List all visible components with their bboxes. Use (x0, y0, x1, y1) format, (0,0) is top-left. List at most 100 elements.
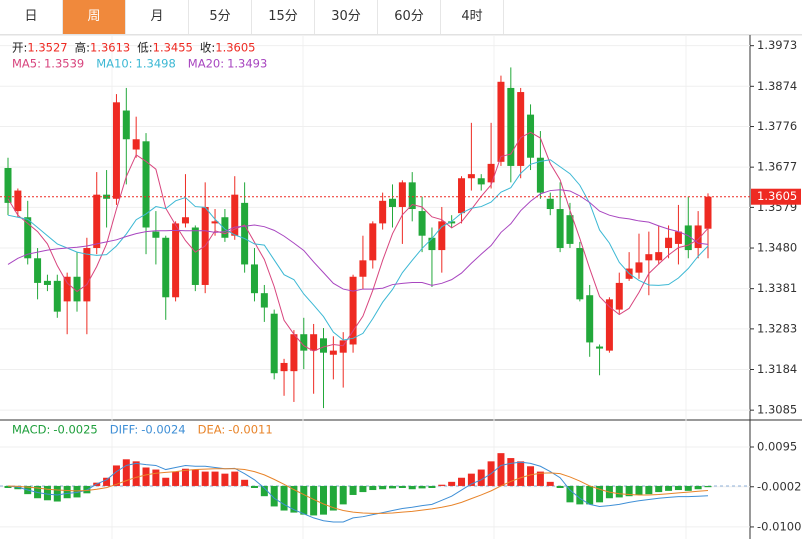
macd-bar (270, 485, 278, 507)
last-price-box (751, 188, 801, 205)
legend-text: DIFF: (110, 423, 138, 437)
macd-bar (329, 485, 337, 511)
candle-body (34, 258, 42, 283)
y-tick-label: -0.0100 (757, 519, 801, 533)
legend-text: 1.3455 (153, 41, 193, 55)
macd-bar (655, 485, 663, 493)
candle-body (280, 362, 288, 372)
candle-body (300, 334, 308, 351)
macd-bar (43, 485, 51, 501)
macd-bar (300, 485, 308, 515)
candle-body (379, 200, 387, 224)
period-tab[interactable]: 5分 (189, 0, 252, 34)
macd-bar (694, 485, 702, 490)
y-tick-label: 1.3973 (757, 38, 797, 52)
candle-body (73, 276, 81, 302)
macd-bar (122, 459, 130, 486)
candle-body (221, 217, 229, 238)
macd-bar (596, 485, 604, 503)
legend-text: 高: (75, 41, 90, 55)
candle-body (191, 227, 199, 285)
candle-body (448, 221, 456, 224)
y-tick-label: 1.3677 (757, 160, 797, 174)
candle-body (162, 237, 170, 298)
candle-body (477, 178, 485, 185)
macd-bar (389, 485, 397, 489)
legend-text: -0.0024 (141, 423, 185, 437)
macd-bar (172, 471, 180, 486)
macd-bar (359, 485, 367, 493)
candle-body (586, 295, 594, 343)
candle-body (674, 231, 682, 244)
candle-body (181, 217, 189, 224)
macd-bar (250, 485, 258, 488)
macd-bar (221, 473, 229, 486)
period-tab[interactable]: 日 (0, 0, 63, 34)
candle-body (665, 237, 673, 249)
macd-bar (310, 485, 318, 516)
candle-body (231, 194, 239, 236)
legend-text: 1.3613 (90, 41, 130, 55)
candle-body (132, 139, 140, 150)
legend-text: 1.3527 (27, 41, 67, 55)
candle-body (566, 215, 574, 244)
legend-text: 1.3605 (215, 41, 255, 55)
macd-bar (586, 485, 594, 505)
candle-body (615, 282, 623, 310)
macd-bar (290, 485, 298, 513)
legend-text: DEA: (198, 423, 226, 437)
legend-text: 1.3498 (136, 57, 176, 71)
candle-body (142, 141, 150, 228)
last-price-label: 1.3605 (757, 189, 797, 203)
legend-text: MA10: (96, 57, 132, 71)
candle-body (270, 313, 278, 374)
macd-bar (63, 485, 71, 499)
macd-bar (448, 481, 456, 486)
macd-bar (527, 466, 535, 486)
macd-bar (576, 485, 584, 505)
macd-bar (428, 485, 436, 488)
legend-text: 1.3493 (227, 57, 267, 71)
candle-body (536, 157, 544, 193)
candle-body (172, 223, 180, 298)
candle-body (517, 92, 525, 166)
candle-body (4, 167, 12, 203)
macd-bar (645, 485, 653, 495)
macd-bar (398, 485, 406, 488)
macd-bar (467, 473, 475, 486)
candle-body (14, 190, 22, 212)
macd-bar (339, 485, 347, 505)
y-tick-label: 1.3874 (757, 79, 797, 93)
candle-body (487, 163, 495, 183)
y-tick-label: 1.3283 (757, 321, 797, 335)
candle-body (694, 225, 702, 249)
macd-bar (162, 477, 170, 486)
legend-text: MA20: (188, 57, 224, 71)
macd-bar (142, 467, 150, 486)
period-tab[interactable]: 周 (63, 0, 126, 34)
candle-body (369, 223, 377, 261)
legend-text: 开: (12, 41, 27, 55)
candle-body (418, 211, 426, 236)
macd-bar (112, 465, 120, 486)
candle-body (467, 174, 475, 179)
period-tab[interactable]: 30分 (315, 0, 378, 34)
candle-body (260, 293, 268, 308)
candle-body (507, 87, 515, 166)
period-tab[interactable]: 60分 (378, 0, 441, 34)
y-tick-label: 0.0095 (757, 440, 797, 454)
period-tab[interactable]: 月 (126, 0, 189, 34)
period-tab[interactable]: 15分 (252, 0, 315, 34)
legend-text: -0.0025 (53, 423, 97, 437)
candle-body (122, 110, 130, 140)
macd-bar (536, 471, 544, 486)
candle-body (112, 102, 120, 199)
ma-line (7, 131, 709, 352)
period-tab[interactable]: 4时 (441, 0, 504, 34)
macd-bar (507, 458, 515, 486)
legend-text: -0.0011 (228, 423, 272, 437)
candle-body (319, 338, 327, 353)
y-tick-label: 1.3085 (757, 403, 797, 417)
macd-bar (4, 485, 12, 488)
